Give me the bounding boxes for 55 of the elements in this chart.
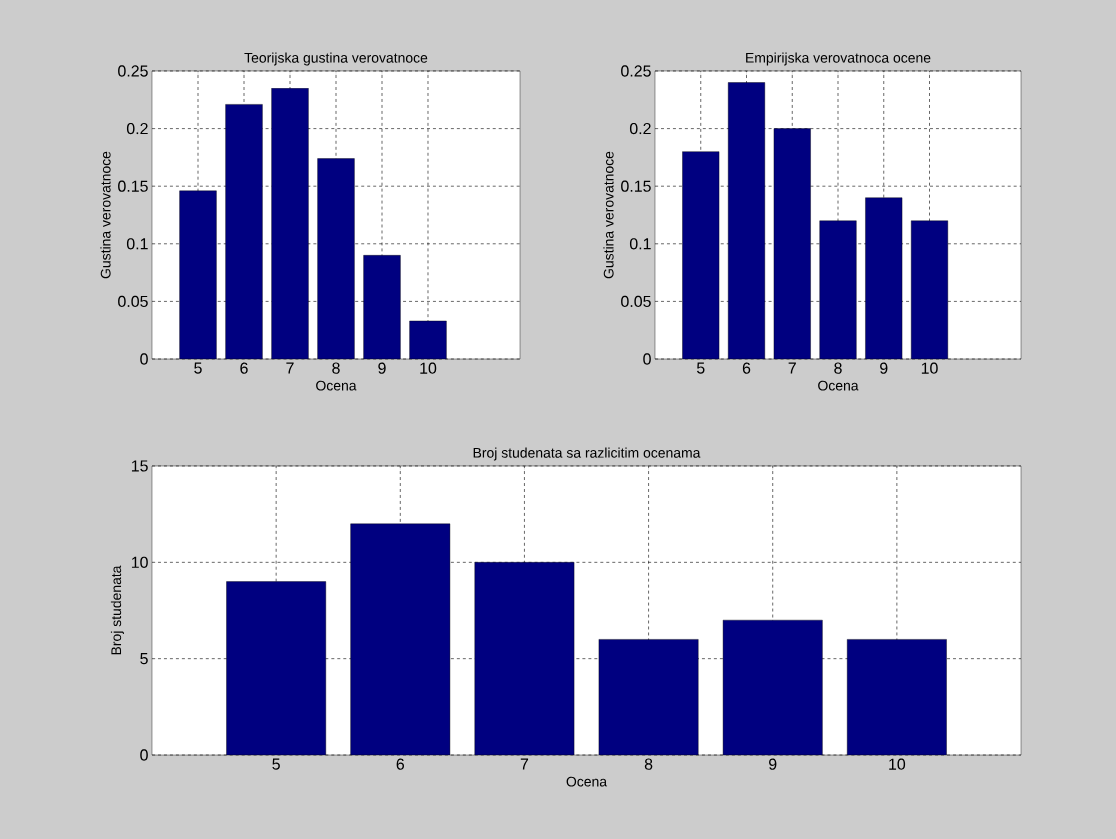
y-axis-title: Gustina verovatnoce (100, 151, 111, 279)
x-tick-label: 9 (880, 362, 888, 374)
y-tick-label: 10 (131, 556, 148, 568)
x-tick-label: 10 (889, 758, 906, 770)
x-tick-label: 9 (769, 758, 777, 770)
y-tick-label: 0.25 (621, 65, 651, 77)
y-tick-label: 0 (140, 353, 148, 365)
y-tick-label: 0.2 (629, 122, 651, 135)
x-tick-label: 8 (332, 362, 340, 374)
y-tick-label: 0.05 (621, 295, 651, 308)
chart-title: Broj studenata sa razlicitim ocenama (473, 447, 701, 461)
y-axis-title: Broj studenata (110, 565, 124, 655)
y-tick-label: 0.15 (118, 180, 148, 192)
x-tick-label: 10 (420, 362, 437, 374)
x-axis-title: Ocena (316, 380, 357, 391)
y-tick-label: 0.2 (126, 122, 148, 135)
x-tick-label: 8 (834, 362, 842, 374)
x-tick-label: 6 (240, 362, 248, 374)
x-tick-label: 5 (272, 758, 280, 770)
x-tick-label: 10 (921, 362, 938, 374)
bar (728, 82, 766, 359)
bar (911, 220, 949, 359)
y-tick-label: 0.15 (621, 180, 651, 192)
chart-title: Teorijska gustina verovatnoce (244, 52, 428, 66)
chart-title: Empirijska verovatnoca ocene (746, 52, 931, 66)
x-tick-label: 5 (696, 362, 705, 374)
y-tick-label: 0.05 (118, 295, 148, 308)
x-tick-label: 6 (396, 758, 405, 770)
bar (474, 562, 575, 755)
bar (682, 151, 720, 359)
bar (598, 639, 699, 755)
y-axis-title: Gustina verovatnoce (603, 151, 614, 279)
bar (226, 581, 326, 755)
x-tick-label: 7 (788, 362, 796, 374)
y-tick-label: 5 (140, 653, 148, 665)
bar (723, 620, 823, 755)
y-tick-label: 0.25 (118, 65, 148, 77)
x-tick-label: 8 (644, 758, 653, 770)
y-tick-label: 0 (643, 353, 651, 365)
bar (847, 639, 947, 755)
x-tick-label: 9 (378, 362, 386, 374)
y-tick-label: 0 (140, 749, 148, 761)
bar (819, 220, 857, 359)
x-tick-label: 5 (194, 362, 202, 374)
y-tick-label: 15 (131, 460, 148, 472)
x-tick-label: 6 (742, 362, 751, 374)
x-tick-label: 7 (520, 758, 529, 770)
bar (350, 523, 450, 755)
x-axis-title: Ocena (566, 776, 608, 787)
y-tick-label: 0.1 (126, 238, 148, 250)
x-axis-title: Ocena (818, 380, 859, 391)
bar (773, 128, 811, 359)
y-tick-label: 0.1 (629, 238, 651, 250)
x-tick-label: 7 (286, 362, 294, 374)
bar (865, 197, 903, 359)
